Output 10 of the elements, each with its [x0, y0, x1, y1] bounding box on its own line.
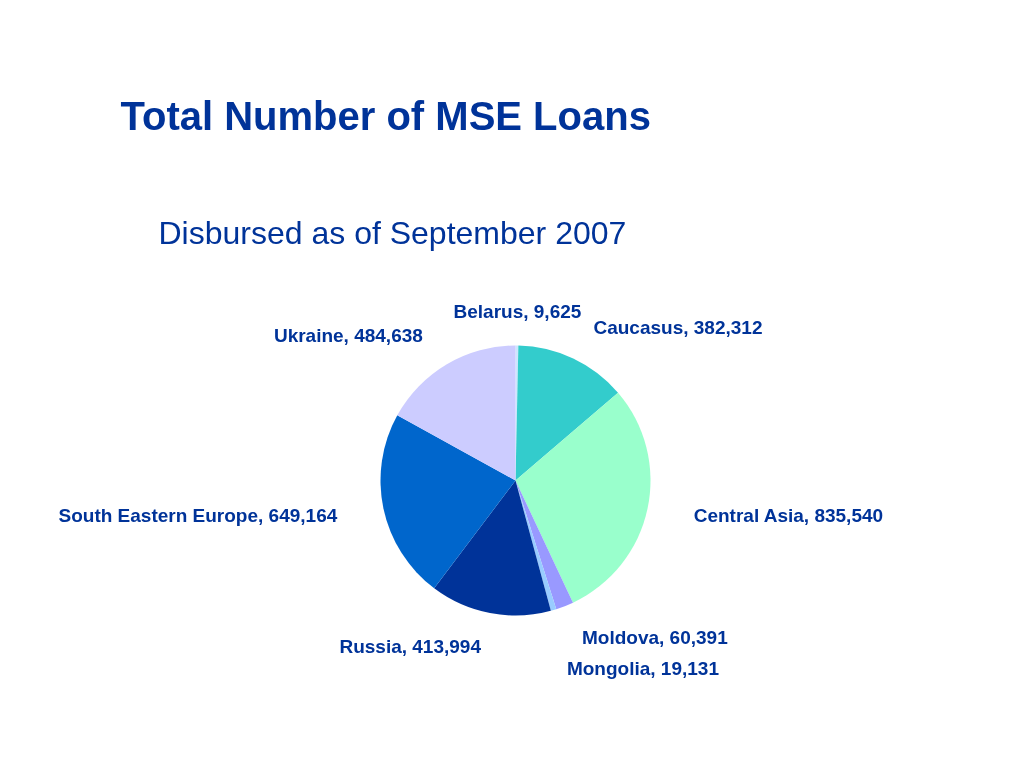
- slice-label: Moldova, 60,391: [582, 627, 729, 649]
- slice-label: Mongolia, 19,131: [566, 657, 720, 679]
- slice-label: Ukraine, 484,638: [273, 324, 423, 346]
- slice-label: South Eastern Europe, 649,164: [58, 505, 338, 527]
- chart-subtitle: Disbursed as of September 2007: [158, 214, 627, 251]
- slice-label: Caucasus, 382,312: [593, 317, 763, 339]
- slice-label: Central Asia, 835,540: [693, 505, 884, 527]
- slice-label: Belarus, 9,625: [453, 301, 582, 323]
- slice-label: Russia, 413,994: [339, 635, 482, 657]
- chart-title: Total Number of MSE Loans: [120, 93, 651, 138]
